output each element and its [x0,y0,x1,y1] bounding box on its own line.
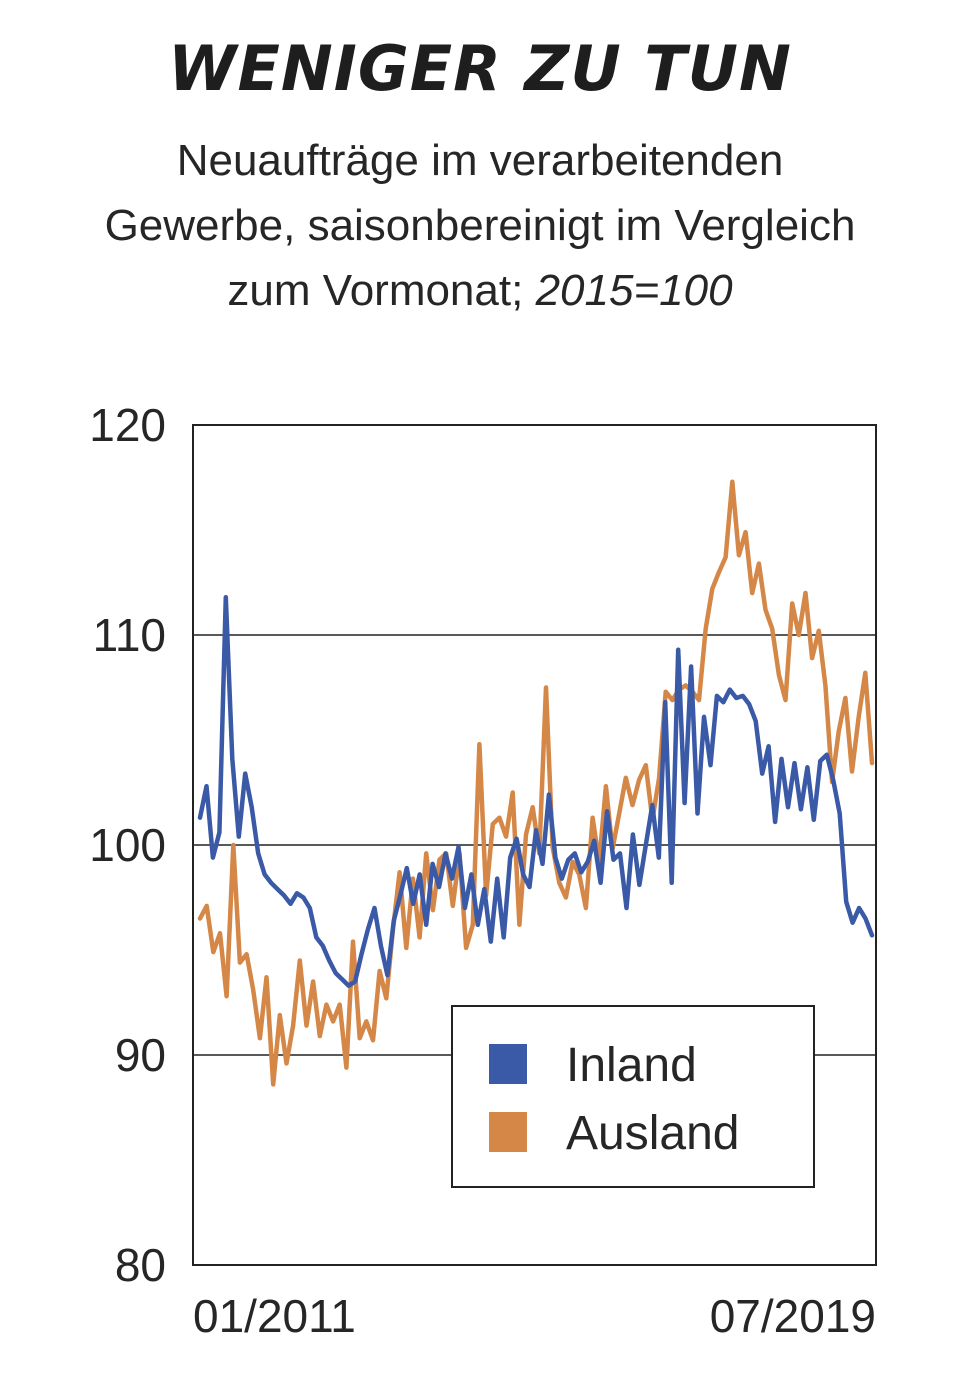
subtitle-line-1: Neuaufträge im verarbeitenden [176,136,784,185]
legend-box [451,1005,815,1188]
legend-label-inland: Inland [566,1039,697,1092]
series-lines [197,479,875,1087]
plot-frame [192,424,877,1266]
chart-subtitle: Neuaufträge im verarbeitenden Gewerbe, s… [0,128,960,323]
chart-title: WENIGER ZU TUN [168,32,792,105]
series-line-inland [197,594,875,988]
legend-swatch-inland [489,1044,527,1084]
y-tick-label-100: 100 [89,819,166,871]
x-tick-label-end: 07/2019 [710,1290,876,1342]
x-axis-tick-labels: 01/2011 07/2019 [193,1290,876,1342]
y-tick-label-80: 80 [115,1239,166,1291]
subtitle-line-2: Gewerbe, saisonbereinigt im Vergleich [104,201,856,250]
subtitle-line-3-plain: zum Vormonat; [227,266,536,315]
x-tick-label-start: 01/2011 [193,1290,356,1342]
legend-swatch-ausland [489,1112,527,1152]
y-axis-tick-labels: 120 110 100 90 80 [89,399,166,1291]
subtitle-line-3-italic: 2015=100 [535,266,733,315]
y-tick-label-120: 120 [89,399,166,451]
y-tick-label-90: 90 [115,1029,166,1081]
subtitle-line-3: zum Vormonat; 2015=100 [0,258,960,323]
y-tick-label-110: 110 [93,609,166,661]
legend: Inland Ausland [451,1005,815,1188]
legend-label-ausland: Ausland [566,1107,739,1160]
